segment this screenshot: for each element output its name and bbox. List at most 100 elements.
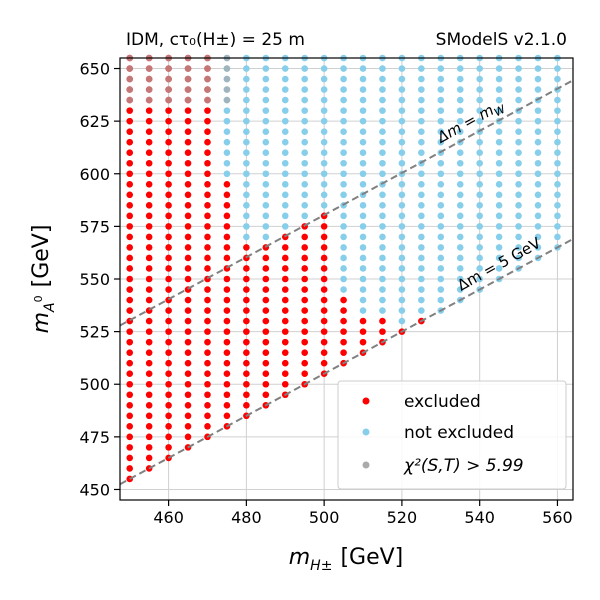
excluded-point (165, 180, 172, 188)
not-excluded-point (320, 191, 328, 199)
not-excluded-point (418, 244, 425, 251)
not-excluded-point (398, 244, 406, 251)
excluded-point (320, 328, 328, 335)
not-excluded-point (418, 75, 425, 83)
excluded-point (165, 433, 172, 441)
excluded-point (184, 317, 192, 325)
excluded-point (165, 307, 172, 314)
excluded-point (281, 296, 289, 304)
excluded-point (126, 286, 134, 293)
excluded-point (301, 349, 308, 356)
not-excluded-point (379, 275, 386, 283)
not-excluded-point (495, 138, 503, 146)
excluded-point (204, 307, 211, 314)
excluded-point (204, 212, 211, 220)
not-excluded-point (359, 107, 367, 114)
not-excluded-point (476, 86, 483, 93)
not-excluded-point (359, 117, 367, 125)
chi2-point (165, 86, 172, 93)
not-excluded-point (262, 180, 270, 188)
excluded-point (165, 317, 172, 325)
not-excluded-point (418, 254, 425, 262)
not-excluded-point (456, 202, 464, 209)
not-excluded-point (340, 223, 347, 230)
excluded-point (184, 254, 192, 262)
excluded-point (145, 317, 153, 325)
excluded-point (340, 338, 347, 346)
excluded-point (320, 359, 328, 367)
excluded-point (320, 265, 328, 272)
excluded-point (320, 338, 328, 346)
excluded-point (243, 275, 250, 283)
not-excluded-point (534, 86, 542, 93)
not-excluded-point (515, 212, 522, 220)
not-excluded-point (398, 317, 406, 325)
not-excluded-point (437, 212, 445, 220)
not-excluded-point (534, 128, 542, 135)
excluded-point (184, 296, 192, 304)
points-layer (126, 54, 561, 483)
x-tick-label: 460 (153, 508, 184, 527)
excluded-point (281, 349, 289, 356)
not-excluded-point (262, 170, 270, 178)
not-excluded-point (320, 128, 328, 135)
x-axis-label: mH± [GeV] (289, 545, 404, 574)
excluded-point (281, 254, 289, 262)
excluded-point (126, 202, 134, 209)
not-excluded-point (515, 244, 522, 251)
not-excluded-point (418, 180, 425, 188)
y-tick-label: 550 (79, 270, 110, 289)
not-excluded-point (515, 180, 522, 188)
not-excluded-point (437, 65, 445, 72)
not-excluded-point (301, 107, 308, 114)
excluded-point (145, 212, 153, 220)
legend-label-not-excluded: not excluded (404, 423, 514, 443)
not-excluded-point (320, 138, 328, 146)
not-excluded-point (243, 149, 250, 157)
excluded-point (165, 191, 172, 199)
x-tick-label: 560 (542, 508, 573, 527)
excluded-point (184, 117, 192, 125)
not-excluded-point (320, 117, 328, 125)
excluded-point (243, 359, 250, 367)
excluded-point (126, 223, 134, 230)
chi2-point (184, 86, 192, 93)
not-excluded-point (398, 265, 406, 272)
excluded-point (379, 317, 386, 325)
not-excluded-point (476, 202, 483, 209)
excluded-point (340, 317, 347, 325)
excluded-point (204, 338, 211, 346)
not-excluded-point (398, 159, 406, 167)
not-excluded-point (476, 75, 483, 83)
not-excluded-point (359, 212, 367, 220)
excluded-point (204, 128, 211, 135)
not-excluded-point (554, 96, 561, 104)
not-excluded-point (437, 75, 445, 83)
not-excluded-point (515, 223, 522, 230)
delta-mw-line (119, 79, 574, 327)
not-excluded-point (243, 170, 250, 178)
not-excluded-point (379, 128, 386, 135)
excluded-point (204, 286, 211, 293)
excluded-point (223, 412, 231, 420)
not-excluded-point (418, 275, 425, 283)
not-excluded-point (281, 65, 289, 72)
excluded-point (262, 380, 270, 388)
not-excluded-point (418, 307, 425, 314)
not-excluded-point (262, 96, 270, 104)
not-excluded-point (398, 75, 406, 83)
excluded-point (262, 296, 270, 304)
excluded-point (184, 233, 192, 241)
y-tick-label: 475 (79, 428, 110, 447)
excluded-point (204, 380, 211, 388)
not-excluded-point (554, 212, 561, 220)
excluded-point (340, 328, 347, 335)
not-excluded-point (398, 96, 406, 104)
y-tick-label: 500 (79, 375, 110, 394)
excluded-point (204, 233, 211, 241)
excluded-point (281, 380, 289, 388)
excluded-point (223, 296, 231, 304)
not-excluded-point (301, 202, 308, 209)
not-excluded-point (495, 159, 503, 167)
excluded-point (204, 401, 211, 409)
